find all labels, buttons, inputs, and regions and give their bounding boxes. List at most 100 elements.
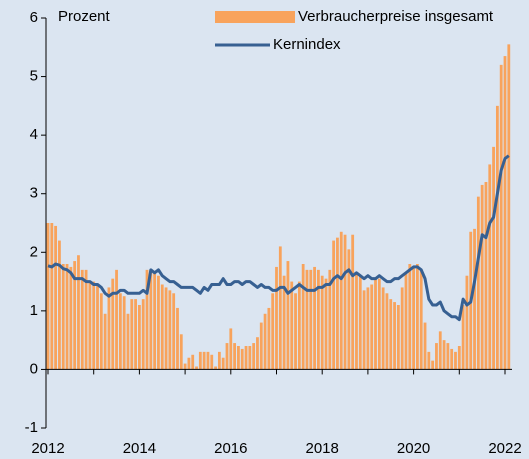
bar (183, 363, 187, 370)
bar (115, 269, 118, 370)
bar (324, 278, 328, 370)
bar (282, 275, 286, 370)
bar (301, 264, 305, 370)
bar (157, 275, 160, 370)
bar (103, 313, 107, 370)
bar (488, 164, 492, 370)
bar (138, 305, 141, 370)
bar (339, 231, 343, 370)
bar (309, 269, 313, 370)
bar (217, 351, 221, 370)
bar (130, 299, 134, 370)
bar (259, 322, 263, 370)
bar (50, 223, 54, 370)
bar (313, 266, 316, 370)
bar (172, 293, 176, 370)
x-tick-label: 2018 (306, 440, 339, 457)
bar (195, 366, 198, 370)
bar (454, 351, 457, 370)
bar (240, 348, 244, 370)
bar (278, 246, 282, 370)
bar (393, 302, 396, 370)
y-tick-label: 2 (30, 243, 38, 260)
bar (267, 307, 271, 370)
bar (446, 343, 450, 370)
bar (499, 64, 503, 370)
bar (160, 284, 164, 370)
bar (92, 281, 96, 370)
bar (61, 264, 65, 370)
x-tick-label: 2014 (123, 440, 156, 457)
bar (233, 343, 237, 370)
bar (80, 269, 84, 370)
bar (507, 44, 511, 370)
y-axis-label: Prozent (58, 8, 111, 25)
bar (153, 272, 157, 370)
y-tick-label: 0 (30, 360, 38, 377)
bar (370, 284, 374, 370)
bar (271, 293, 275, 370)
bar (99, 293, 103, 370)
bar (210, 354, 214, 370)
bar (229, 328, 233, 370)
y-tick-label: 5 (30, 68, 38, 85)
bar (214, 366, 217, 370)
bar (404, 272, 408, 370)
bar (179, 334, 183, 370)
bar (84, 269, 88, 370)
bar (450, 348, 454, 370)
bar (408, 264, 412, 370)
bar (191, 354, 195, 370)
bar (252, 343, 256, 370)
bar (476, 196, 480, 370)
bar (457, 346, 461, 370)
legend-label: Verbraucherpreise insgesamt (298, 8, 494, 25)
bar (141, 299, 145, 370)
bar (237, 346, 240, 370)
bar (503, 56, 507, 370)
bar (480, 184, 484, 370)
bar (377, 278, 381, 370)
bar (206, 351, 210, 370)
bar (389, 299, 393, 370)
x-tick-label: 2020 (397, 440, 430, 457)
bar (248, 346, 252, 370)
bar (263, 313, 267, 370)
legend-swatch (215, 11, 295, 23)
bar (358, 275, 362, 370)
bar (88, 281, 92, 370)
bar (77, 255, 80, 370)
bar (46, 223, 50, 370)
bar (58, 240, 61, 370)
line (47, 154, 510, 322)
bar (65, 264, 69, 370)
bar (286, 261, 290, 370)
x-tick-label: 2016 (214, 440, 247, 457)
bar (385, 293, 389, 370)
bar (438, 331, 442, 370)
y-tick-label: 3 (30, 185, 38, 202)
bar (419, 269, 423, 370)
bar (316, 269, 320, 370)
bar (294, 293, 297, 370)
bar (275, 266, 278, 370)
bar (423, 322, 427, 370)
bar (416, 264, 419, 370)
bar (473, 228, 476, 370)
bar (435, 343, 438, 370)
legend-label: Kernindex (273, 36, 341, 53)
bar (336, 237, 339, 370)
bar (145, 269, 149, 370)
bar (328, 269, 332, 370)
bar (297, 281, 301, 370)
bar (111, 278, 115, 370)
bar (351, 234, 355, 370)
bar (202, 351, 206, 370)
bar (374, 278, 377, 370)
bar (221, 357, 225, 370)
bar (225, 343, 229, 370)
bar (244, 346, 248, 370)
bar (126, 313, 130, 370)
bar (343, 234, 347, 370)
